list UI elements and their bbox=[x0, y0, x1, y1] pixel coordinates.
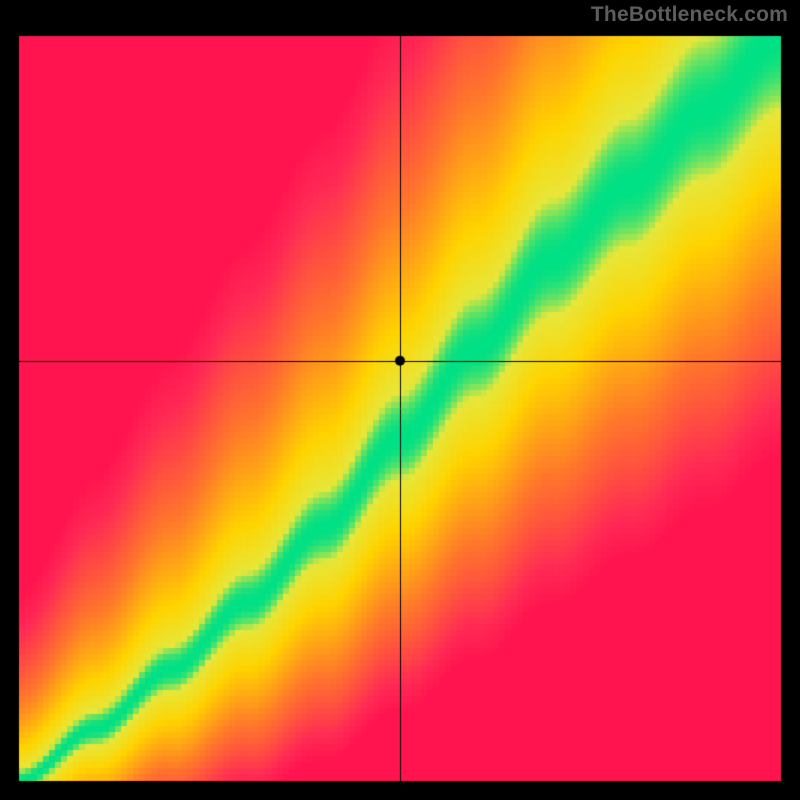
heatmap-canvas bbox=[0, 0, 800, 800]
attribution-text: TheBottleneck.com bbox=[591, 3, 788, 27]
bottleneck-chart: TheBottleneck.com bbox=[0, 0, 800, 800]
